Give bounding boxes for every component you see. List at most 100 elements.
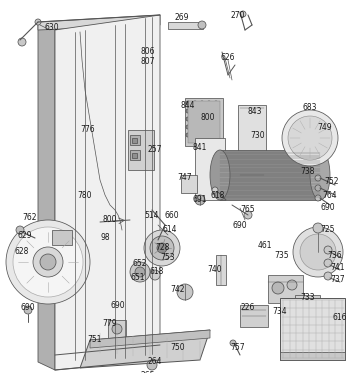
Bar — [181, 175, 197, 193]
Circle shape — [244, 211, 252, 219]
Circle shape — [112, 324, 122, 334]
Text: 751: 751 — [88, 335, 102, 345]
Text: 800: 800 — [103, 216, 117, 225]
Text: 735: 735 — [275, 251, 289, 260]
Circle shape — [35, 19, 41, 25]
Circle shape — [282, 110, 338, 166]
Circle shape — [200, 101, 204, 105]
Bar — [168, 22, 203, 29]
Bar — [240, 305, 268, 327]
Circle shape — [193, 133, 197, 137]
Circle shape — [193, 117, 197, 121]
Circle shape — [193, 101, 197, 105]
Text: 265: 265 — [141, 370, 155, 373]
Text: 740: 740 — [208, 266, 222, 275]
Circle shape — [300, 234, 336, 270]
Text: 690: 690 — [321, 204, 335, 213]
Text: 841: 841 — [193, 144, 207, 153]
Text: 762: 762 — [23, 213, 37, 223]
Text: 683: 683 — [303, 103, 317, 113]
Text: 806: 806 — [141, 47, 155, 56]
Bar — [280, 298, 345, 360]
Circle shape — [186, 109, 190, 113]
Circle shape — [135, 267, 145, 277]
Circle shape — [13, 227, 83, 297]
Text: 514: 514 — [145, 211, 159, 220]
Circle shape — [200, 133, 204, 137]
Circle shape — [186, 117, 190, 121]
Polygon shape — [38, 15, 160, 30]
Bar — [268, 275, 303, 303]
Text: 269: 269 — [175, 13, 189, 22]
Text: 742: 742 — [171, 285, 185, 295]
Bar — [132, 138, 137, 143]
Text: 614: 614 — [163, 226, 177, 235]
Circle shape — [6, 220, 90, 304]
Circle shape — [150, 236, 174, 260]
Circle shape — [214, 109, 218, 113]
Circle shape — [186, 101, 190, 105]
Circle shape — [214, 101, 218, 105]
Text: 736: 736 — [328, 251, 342, 260]
Text: 270: 270 — [231, 10, 245, 19]
Text: 734: 734 — [273, 307, 287, 317]
Text: 752: 752 — [325, 178, 339, 186]
Circle shape — [324, 259, 332, 267]
Circle shape — [293, 227, 343, 277]
Circle shape — [193, 125, 197, 129]
Circle shape — [144, 230, 180, 266]
Circle shape — [207, 101, 211, 105]
Text: 737: 737 — [331, 276, 345, 285]
Text: 652: 652 — [133, 258, 147, 267]
Text: 660: 660 — [165, 210, 179, 219]
Text: 618: 618 — [150, 267, 164, 276]
Polygon shape — [55, 15, 160, 370]
Text: 800: 800 — [201, 113, 215, 122]
Circle shape — [214, 125, 218, 129]
Circle shape — [157, 243, 167, 253]
Text: 264: 264 — [148, 357, 162, 367]
Bar — [188, 101, 220, 143]
Bar — [295, 295, 320, 313]
Circle shape — [177, 284, 193, 300]
Text: 626: 626 — [221, 53, 235, 63]
Polygon shape — [38, 22, 55, 370]
Text: 738: 738 — [301, 167, 315, 176]
Circle shape — [214, 117, 218, 121]
Circle shape — [230, 340, 236, 346]
Circle shape — [207, 117, 211, 121]
Text: 651: 651 — [131, 273, 145, 282]
Circle shape — [16, 226, 24, 234]
Circle shape — [193, 109, 197, 113]
Text: 691: 691 — [193, 195, 207, 204]
Text: 690: 690 — [111, 301, 125, 310]
Circle shape — [324, 246, 332, 254]
Circle shape — [207, 133, 211, 137]
Circle shape — [186, 133, 190, 137]
Text: 807: 807 — [141, 57, 155, 66]
Circle shape — [214, 133, 218, 137]
Bar — [195, 138, 225, 200]
Text: 618: 618 — [211, 191, 225, 200]
Text: 226: 226 — [241, 304, 255, 313]
Circle shape — [147, 360, 157, 370]
Circle shape — [207, 109, 211, 113]
Bar — [108, 320, 126, 338]
Text: 753: 753 — [161, 254, 175, 263]
Text: 629: 629 — [18, 231, 32, 239]
Circle shape — [315, 175, 321, 181]
Ellipse shape — [310, 150, 330, 200]
Circle shape — [288, 116, 332, 160]
Circle shape — [24, 306, 32, 314]
Text: 747: 747 — [178, 173, 192, 182]
Circle shape — [33, 247, 63, 277]
Text: 690: 690 — [21, 304, 35, 313]
Text: 750: 750 — [171, 344, 185, 352]
Bar — [220, 150, 320, 200]
Text: 779: 779 — [103, 319, 117, 327]
Circle shape — [150, 270, 160, 280]
Text: 730: 730 — [251, 131, 265, 140]
Circle shape — [200, 109, 204, 113]
Circle shape — [198, 21, 206, 29]
Text: 98: 98 — [100, 233, 110, 242]
